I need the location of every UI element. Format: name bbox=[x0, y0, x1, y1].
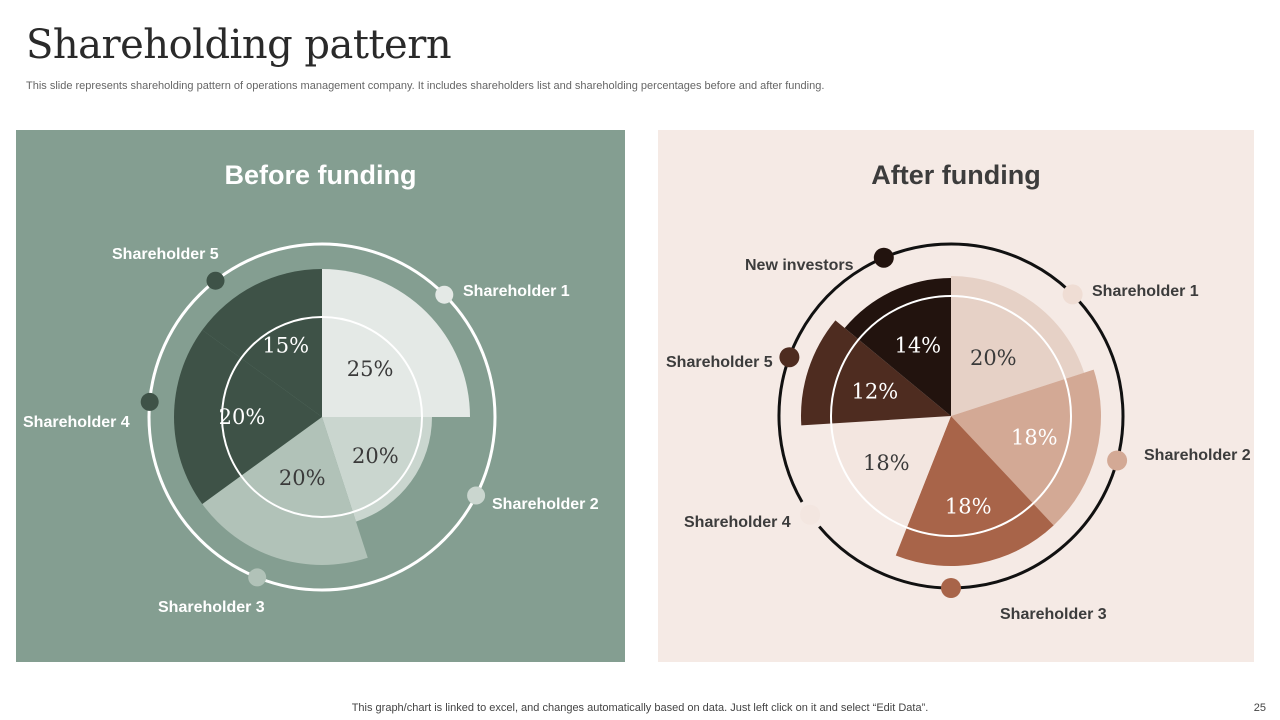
after-funding-pie-chart[interactable]: 20% 18% 18% 18% 12% 14% Shareholder 1 Sharehold… bbox=[658, 130, 1254, 662]
before-funding-inner-ring bbox=[221, 316, 423, 518]
after-funding-pct-label-shareholder-2: 18% bbox=[1011, 425, 1058, 449]
slide-subtitle: This slide represents shareholding patte… bbox=[26, 80, 825, 92]
footer-note: This graph/chart is linked to excel, and… bbox=[351, 702, 929, 714]
after-funding-slice-shareholder-5[interactable] bbox=[801, 320, 951, 426]
before-funding-panel: Before funding 25% 20% 20% 20% 15% Shareholde… bbox=[16, 130, 625, 662]
before-funding-pct-label-shareholder-1: 25% bbox=[347, 357, 394, 381]
before-funding-pct-label-shareholder-5: 15% bbox=[262, 334, 309, 358]
after-funding-legend-label-shareholder-4: Shareholder 4 bbox=[684, 514, 791, 531]
before-funding-pct-label-shareholder-4: 20% bbox=[219, 405, 266, 429]
after-funding-pct-label-shareholder-5: 12% bbox=[852, 379, 899, 403]
before-funding-title: Before funding bbox=[224, 160, 417, 190]
before-funding-legend-label-shareholder-4: Shareholder 4 bbox=[23, 414, 130, 431]
after-funding-legend-label-shareholder-5: Shareholder 5 bbox=[666, 354, 773, 371]
slide-title: Shareholding pattern bbox=[26, 22, 452, 68]
after-funding-pct-label-shareholder-3: 18% bbox=[945, 494, 992, 518]
before-funding-outer-ring bbox=[147, 242, 497, 592]
after-funding-slice-shareholder-2[interactable] bbox=[951, 369, 1102, 526]
after-funding-legend-label-shareholder-3: Shareholder 3 bbox=[1000, 606, 1107, 623]
before-funding-pie-chart[interactable]: 25% 20% 20% 20% 15% Shareholder 1 Shareholder … bbox=[16, 130, 625, 662]
after-funding-outer-ring bbox=[777, 242, 1125, 590]
after-funding-slice-shareholder-4[interactable] bbox=[831, 416, 951, 528]
after-funding-pct-label-new-investors: 14% bbox=[894, 333, 941, 357]
after-funding-legend-label-shareholder-2: Shareholder 2 bbox=[1144, 447, 1251, 464]
before-funding-slice-shareholder-3[interactable] bbox=[202, 417, 368, 566]
before-funding-slice-shareholder-2[interactable] bbox=[322, 417, 432, 522]
after-funding-slice-shareholder-1[interactable] bbox=[951, 276, 1085, 416]
after-funding-slice-new-investors[interactable] bbox=[844, 278, 951, 416]
after-funding-marker-shareholder-5 bbox=[779, 347, 800, 368]
after-funding-legend-label-shareholder-1: Shareholder 1 bbox=[1092, 283, 1199, 300]
before-funding-legend-label-shareholder-3: Shareholder 3 bbox=[158, 599, 265, 616]
before-funding-marker-shareholder-2 bbox=[467, 486, 486, 505]
before-funding-pct-label-shareholder-3: 20% bbox=[279, 466, 326, 490]
after-funding-legend-label-new-investors: New investors bbox=[745, 257, 854, 274]
after-funding-pct-label-shareholder-4: 18% bbox=[863, 451, 910, 475]
after-funding-marker-shareholder-2 bbox=[1107, 450, 1128, 471]
after-funding-panel: After funding 20% 18% 18% 18% 12% 14% Sharehol… bbox=[658, 130, 1254, 662]
before-funding-slice-shareholder-4[interactable] bbox=[174, 330, 322, 504]
after-funding-title: After funding bbox=[871, 160, 1041, 190]
before-funding-pct-label-shareholder-2: 20% bbox=[352, 444, 399, 468]
before-funding-legend-label-shareholder-5: Shareholder 5 bbox=[112, 246, 219, 263]
before-funding-legend-label-shareholder-2: Shareholder 2 bbox=[492, 496, 599, 513]
page-number: 25 bbox=[1253, 702, 1266, 714]
before-funding-marker-shareholder-5 bbox=[206, 271, 225, 290]
after-funding-marker-shareholder-3 bbox=[941, 578, 961, 598]
before-funding-slice-shareholder-1[interactable] bbox=[322, 269, 470, 417]
after-funding-marker-shareholder-1 bbox=[1062, 284, 1083, 305]
before-funding-marker-shareholder-1 bbox=[435, 285, 454, 304]
before-funding-legend-label-shareholder-1: Shareholder 1 bbox=[463, 283, 570, 300]
after-funding-marker-shareholder-4 bbox=[800, 504, 821, 525]
before-funding-marker-shareholder-4 bbox=[140, 392, 159, 411]
before-funding-slice-shareholder-5[interactable] bbox=[202, 269, 322, 417]
after-funding-pct-label-shareholder-1: 20% bbox=[970, 346, 1017, 370]
after-funding-marker-new-investors bbox=[873, 247, 894, 268]
after-funding-slice-shareholder-3[interactable] bbox=[895, 416, 1054, 567]
before-funding-marker-shareholder-3 bbox=[248, 568, 267, 587]
after-funding-inner-ring bbox=[830, 295, 1072, 537]
